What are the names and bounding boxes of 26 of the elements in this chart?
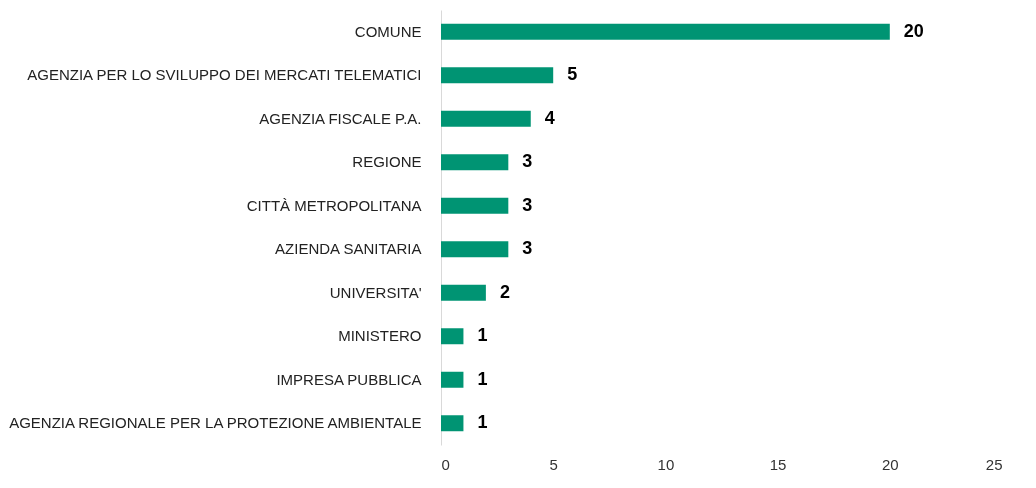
data-label: 2 bbox=[499, 281, 510, 302]
y-tick-label: AGENZIA PER LO SVILUPPO DEI MERCATI TELEMATICI bbox=[27, 66, 422, 84]
data-label: 3 bbox=[522, 194, 533, 215]
y-tick-label: MINISTERO bbox=[338, 327, 422, 345]
y-tick-label: REGIONE bbox=[352, 153, 422, 171]
data-label: 3 bbox=[522, 238, 533, 259]
y-tick-label: AGENZIA FISCALE P.A. bbox=[259, 109, 422, 127]
data-label: 3 bbox=[522, 151, 533, 172]
y-tick-label: UNIVERSITA' bbox=[329, 283, 422, 301]
data-label: 1 bbox=[477, 325, 488, 346]
x-tick-label: 10 bbox=[657, 455, 675, 473]
x-tick-label: 20 bbox=[881, 455, 899, 473]
y-tick-label: AZIENDA SANITARIA bbox=[275, 240, 422, 258]
data-label: 4 bbox=[544, 107, 555, 128]
data-label: 1 bbox=[477, 412, 488, 433]
y-tick-label: CITTÀ METROPOLITANA bbox=[246, 196, 422, 214]
y-tick-label: AGENZIA REGIONALE PER LA PROTEZIONE AMBIENTALE bbox=[9, 414, 422, 432]
data-label: 20 bbox=[903, 20, 924, 41]
x-tick-label: 15 bbox=[769, 455, 787, 473]
y-tick-label: COMUNE bbox=[354, 22, 422, 40]
data-label: 1 bbox=[477, 368, 488, 389]
y-tick-label: IMPRESA PUBBLICA bbox=[276, 370, 422, 388]
x-tick-label: 5 bbox=[549, 455, 558, 473]
x-tick-label: 0 bbox=[441, 455, 450, 473]
x-tick-label: 25 bbox=[985, 455, 1003, 473]
data-label: 5 bbox=[567, 64, 578, 85]
